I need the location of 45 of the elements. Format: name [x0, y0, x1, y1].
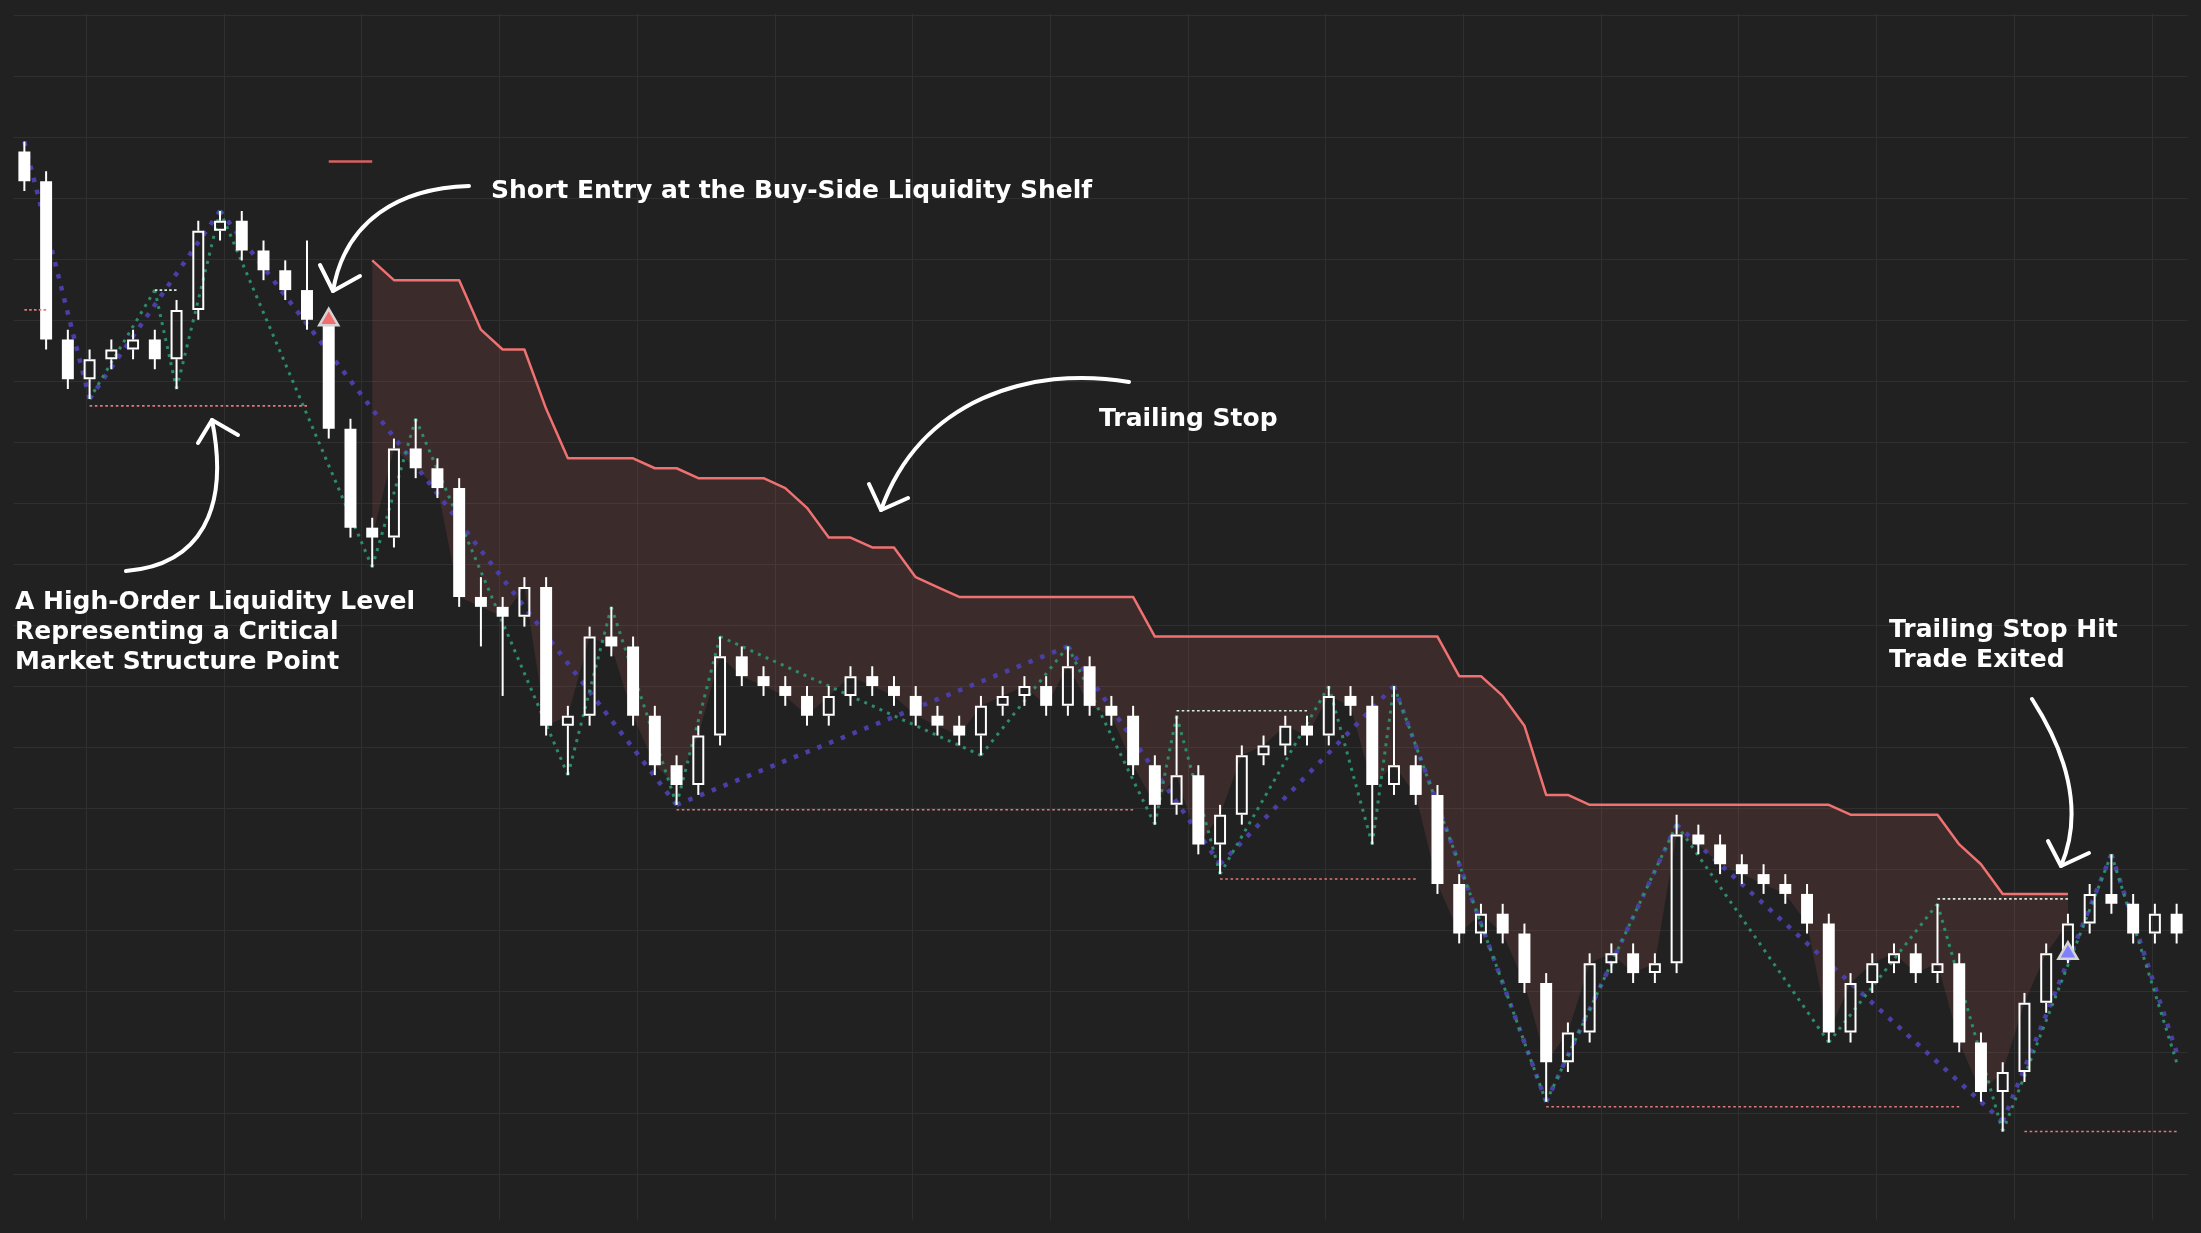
candlestick [1670, 814, 1683, 974]
candlestick [1257, 735, 1270, 766]
candlestick [170, 299, 183, 390]
annotation: Trailing Stop [1099, 403, 1278, 433]
candlestick [1605, 943, 1618, 974]
candlestick [1561, 1022, 1574, 1073]
candlestick [192, 220, 205, 320]
candlestick [1866, 953, 1879, 993]
annotation: Short Entry at the Buy-Side Liquidity Shelf [491, 175, 1093, 205]
candlestick [822, 686, 835, 726]
candlestick [1583, 953, 1596, 1043]
candlestick [2018, 992, 2031, 1082]
candlestick [583, 626, 596, 726]
candlestick [2083, 884, 2096, 934]
candlestick [496, 596, 509, 696]
candlestick [974, 695, 987, 756]
candlestick [1214, 804, 1227, 875]
candlestick [1931, 903, 1944, 984]
candlestick [105, 339, 118, 370]
candlestick [1388, 686, 1400, 795]
candlestick [692, 725, 705, 795]
candlestick [1279, 715, 1292, 756]
annotation: Trailing Stop Hit Trade Exited [1889, 614, 2119, 674]
candlestick [996, 686, 1009, 716]
candlestick [714, 636, 727, 746]
candlestick [1844, 973, 1857, 1043]
candlestick [844, 666, 857, 706]
candlestick [1888, 943, 1900, 974]
candlestick [1018, 676, 1031, 706]
candlestick [83, 349, 96, 399]
candlestick [518, 577, 531, 627]
candlestick [1235, 745, 1248, 825]
candlestick [1648, 953, 1661, 984]
candlestick [1996, 1062, 2009, 1132]
candlestick [2148, 903, 2161, 944]
annotation: A High-Order Liquidity Level Representing a Critical Market Structure Point [15, 586, 416, 676]
candlestick [1474, 903, 1487, 944]
candlestick [214, 210, 227, 241]
candlestick [2040, 943, 2053, 1013]
candlestick [387, 438, 400, 548]
candlestick [561, 705, 574, 776]
candlestick [1322, 686, 1335, 746]
candlestick [1170, 715, 1183, 815]
candlestick [1061, 646, 1074, 716]
candlestick [127, 329, 140, 360]
